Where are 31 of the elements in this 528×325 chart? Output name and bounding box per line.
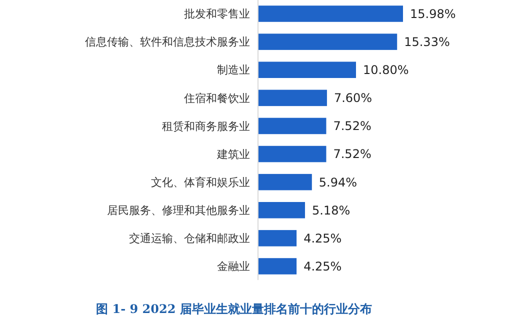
bar — [258, 90, 327, 106]
bar — [258, 6, 403, 22]
y-tick-label: 居民服务、修理和其他服务业 — [107, 204, 250, 217]
y-tick-label: 建筑业 — [216, 148, 250, 161]
y-tick-label: 批发和零售业 — [184, 8, 250, 21]
y-tick-label: 文化、体育和娱乐业 — [151, 176, 250, 189]
data-label: 4.25% — [304, 259, 342, 274]
bar — [258, 146, 326, 162]
bar — [258, 62, 356, 78]
bar — [258, 118, 326, 134]
bar — [258, 34, 398, 50]
text: 图 1- 9 2022 届毕业生就业量排名前十的行业分布 — [96, 302, 372, 316]
y-tick-label: 租赁和商务服务业 — [162, 120, 250, 133]
data-label: 4.25% — [304, 231, 342, 246]
y-tick-label: 金融业 — [217, 260, 250, 274]
data-label: 7.52% — [333, 147, 372, 162]
bar — [258, 202, 306, 218]
data-label: 5.18% — [312, 203, 350, 218]
y-tick-label: 交通运输、仓储和邮政业 — [129, 232, 250, 246]
bar — [258, 230, 297, 246]
bar — [258, 174, 312, 190]
data-label: 15.98% — [410, 6, 456, 21]
data-label: 7.60% — [334, 91, 372, 106]
data-label: 15.33% — [404, 35, 450, 50]
y-tick-label: 住宿和餐饮业 — [184, 92, 250, 105]
data-label: 7.52% — [333, 119, 372, 134]
data-label: 10.80% — [362, 63, 409, 78]
data-label: 5.94% — [318, 175, 358, 190]
bar — [258, 258, 297, 274]
y-tick-label: 制造业 — [217, 64, 250, 77]
y-tick-label: 信息传输、软件和信息技术服务业 — [85, 36, 250, 49]
